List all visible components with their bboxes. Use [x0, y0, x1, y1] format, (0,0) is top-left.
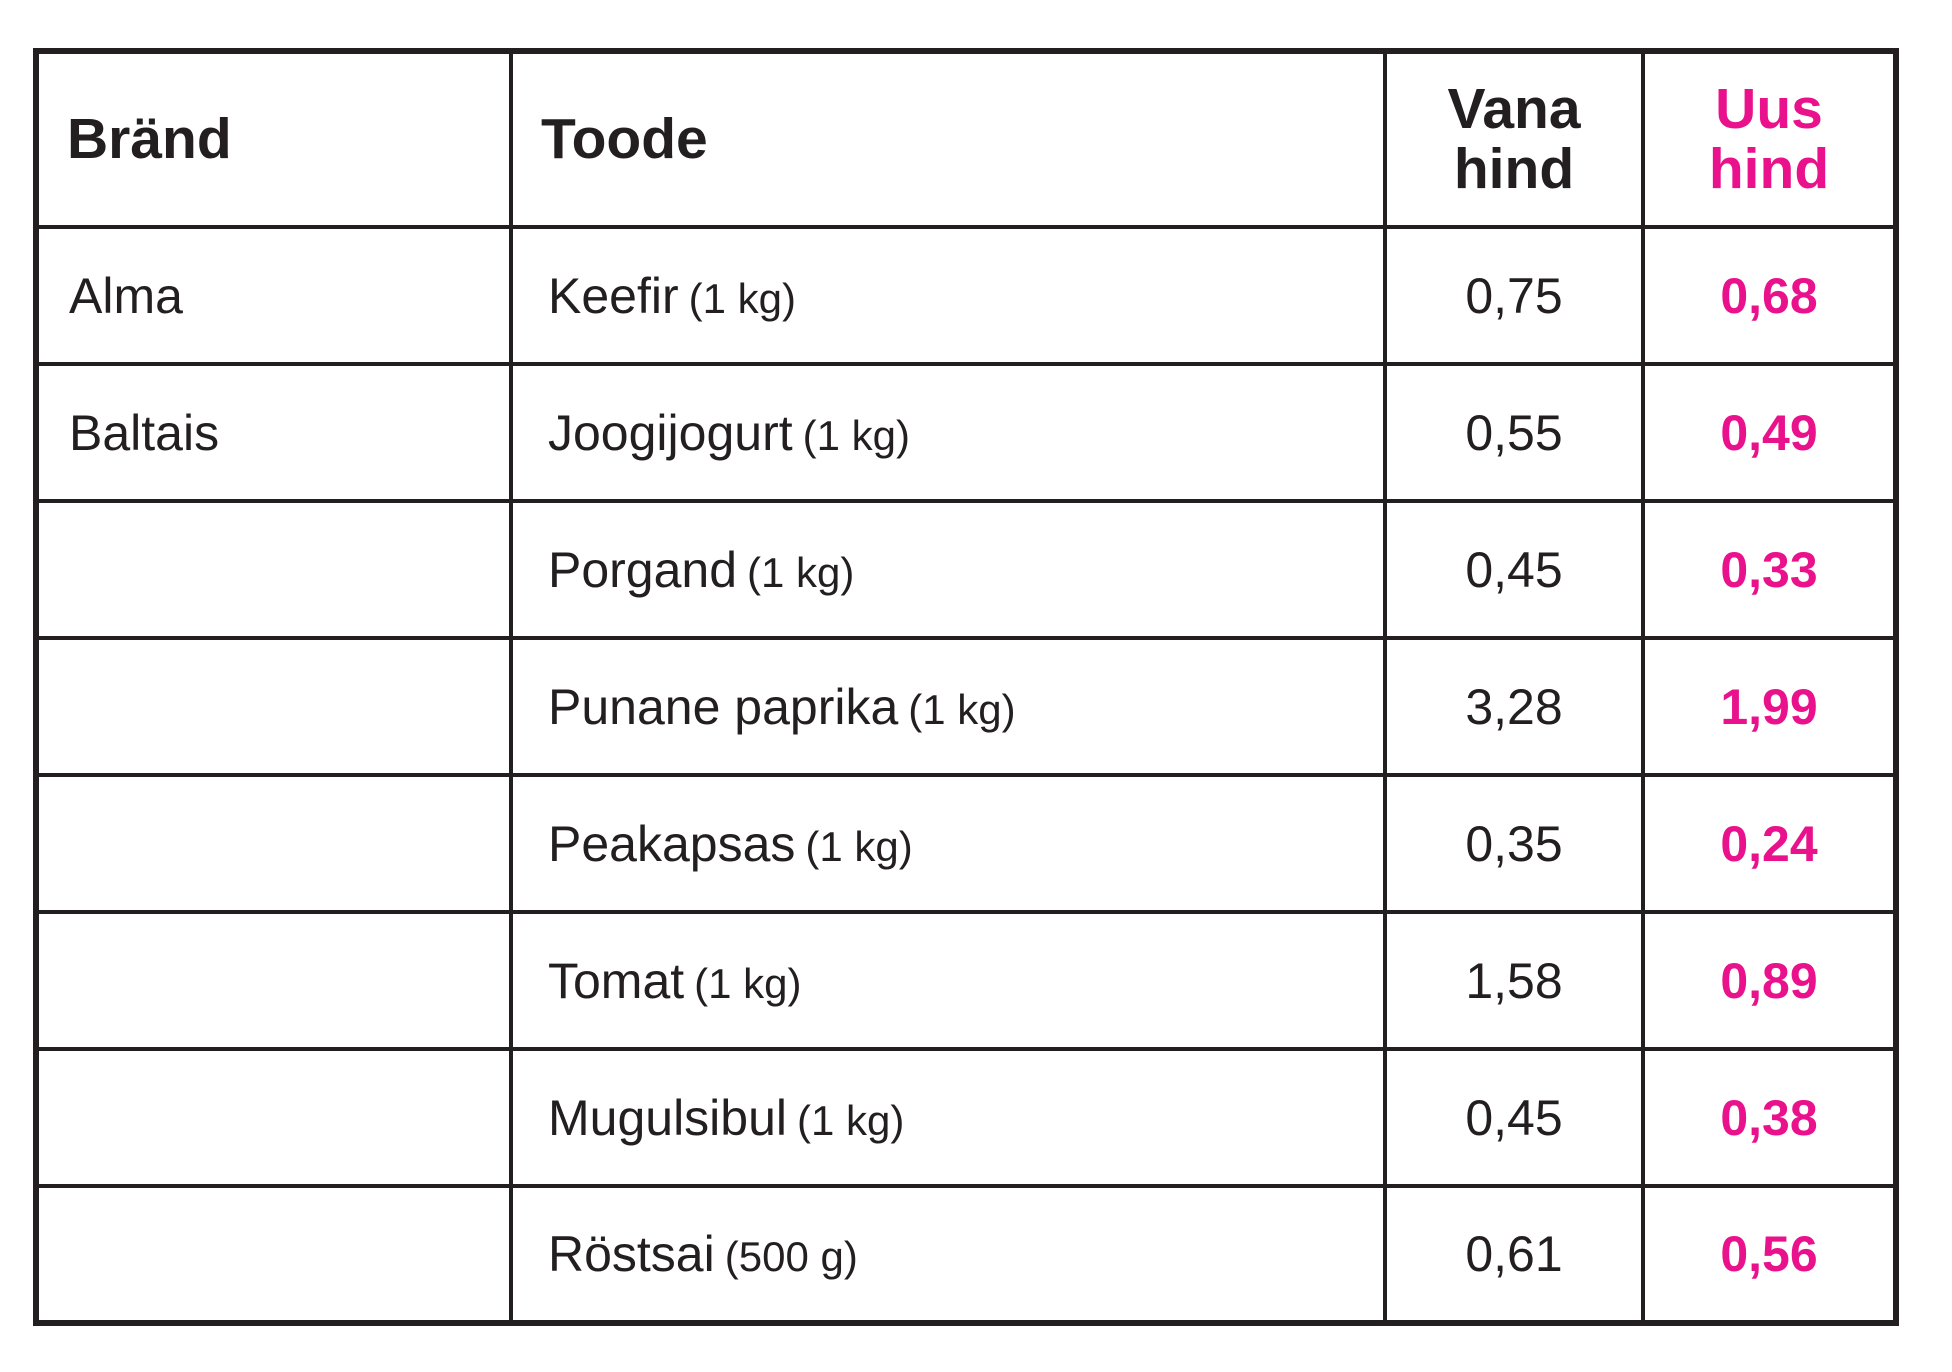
brand-cell — [34, 1184, 513, 1325]
table-row: Baltais Joogijogurt (1 kg) 0,55 0,49 — [34, 362, 1898, 503]
product-name: Mugulsibul — [548, 1089, 788, 1146]
new-price-cell: 0,89 — [1641, 910, 1898, 1051]
product-name: Röstsai — [548, 1226, 715, 1282]
old-price-cell: 0,55 — [1383, 362, 1645, 503]
column-header-new-price: Uus hind — [1641, 49, 1898, 229]
table-row: Porgand (1 kg) 0,45 0,33 — [34, 499, 1898, 640]
new-price-cell: 0,33 — [1641, 499, 1898, 640]
product-name: Joogijogurt — [548, 404, 793, 461]
old-price-cell: 0,61 — [1383, 1184, 1645, 1325]
product-cell: Röstsai (500 g) — [509, 1184, 1387, 1325]
new-price-cell: 0,38 — [1641, 1047, 1898, 1188]
product-quantity: (1 kg) — [747, 548, 855, 596]
old-price-cell: 0,45 — [1383, 499, 1645, 640]
new-price-cell: 0,56 — [1641, 1184, 1898, 1325]
product-name: Porgand — [548, 541, 738, 598]
product-quantity: (1 kg) — [694, 959, 802, 1007]
product-quantity: (1 kg) — [797, 1096, 905, 1144]
new-price-cell: 0,49 — [1641, 362, 1898, 503]
column-header-brand: Bränd — [34, 49, 513, 229]
column-header-product: Toode — [509, 49, 1387, 229]
product-cell: Joogijogurt (1 kg) — [509, 362, 1387, 503]
header-row: Bränd Toode Vana hind Uus hind — [34, 49, 1898, 229]
product-quantity: (500 g) — [724, 1233, 858, 1280]
price-table-container: Bränd Toode Vana hind Uus hind Alma Keef… — [33, 48, 1899, 1326]
table-row: Alma Keefir (1 kg) 0,75 0,68 — [34, 225, 1898, 366]
price-table: Bränd Toode Vana hind Uus hind Alma Keef… — [33, 48, 1899, 1326]
product-cell: Mugulsibul (1 kg) — [509, 1047, 1387, 1188]
old-price-cell: 0,45 — [1383, 1047, 1645, 1188]
product-name: Punane paprika — [548, 678, 899, 735]
brand-cell: Baltais — [34, 362, 513, 503]
product-quantity: (1 kg) — [802, 411, 910, 459]
product-quantity: (1 kg) — [688, 274, 796, 322]
product-cell: Punane paprika (1 kg) — [509, 636, 1387, 777]
product-name: Tomat — [548, 952, 685, 1009]
old-price-cell: 3,28 — [1383, 636, 1645, 777]
table-row: Peakapsas (1 kg) 0,35 0,24 — [34, 773, 1898, 914]
old-price-cell: 0,75 — [1383, 225, 1645, 366]
product-cell: Tomat (1 kg) — [509, 910, 1387, 1051]
old-price-cell: 1,58 — [1383, 910, 1645, 1051]
product-quantity: (1 kg) — [908, 685, 1016, 733]
brand-cell — [34, 1047, 513, 1188]
brand-cell — [34, 910, 513, 1051]
brand-cell — [34, 773, 513, 914]
product-name: Keefir — [548, 267, 679, 324]
table-row: Punane paprika (1 kg) 3,28 1,99 — [34, 636, 1898, 777]
product-cell: Porgand (1 kg) — [509, 499, 1387, 640]
new-price-cell: 0,24 — [1641, 773, 1898, 914]
new-price-cell: 0,68 — [1641, 225, 1898, 366]
product-cell: Peakapsas (1 kg) — [509, 773, 1387, 914]
new-price-cell: 1,99 — [1641, 636, 1898, 777]
brand-cell — [34, 636, 513, 777]
brand-cell — [34, 499, 513, 640]
table-row: Röstsai (500 g) 0,61 0,56 — [34, 1184, 1898, 1325]
product-quantity: (1 kg) — [805, 822, 913, 870]
table-row: Mugulsibul (1 kg) 0,45 0,38 — [34, 1047, 1898, 1188]
brand-cell: Alma — [34, 225, 513, 366]
product-cell: Keefir (1 kg) — [509, 225, 1387, 366]
product-name: Peakapsas — [548, 815, 796, 872]
table-row: Tomat (1 kg) 1,58 0,89 — [34, 910, 1898, 1051]
column-header-old-price: Vana hind — [1383, 49, 1645, 229]
old-price-cell: 0,35 — [1383, 773, 1645, 914]
